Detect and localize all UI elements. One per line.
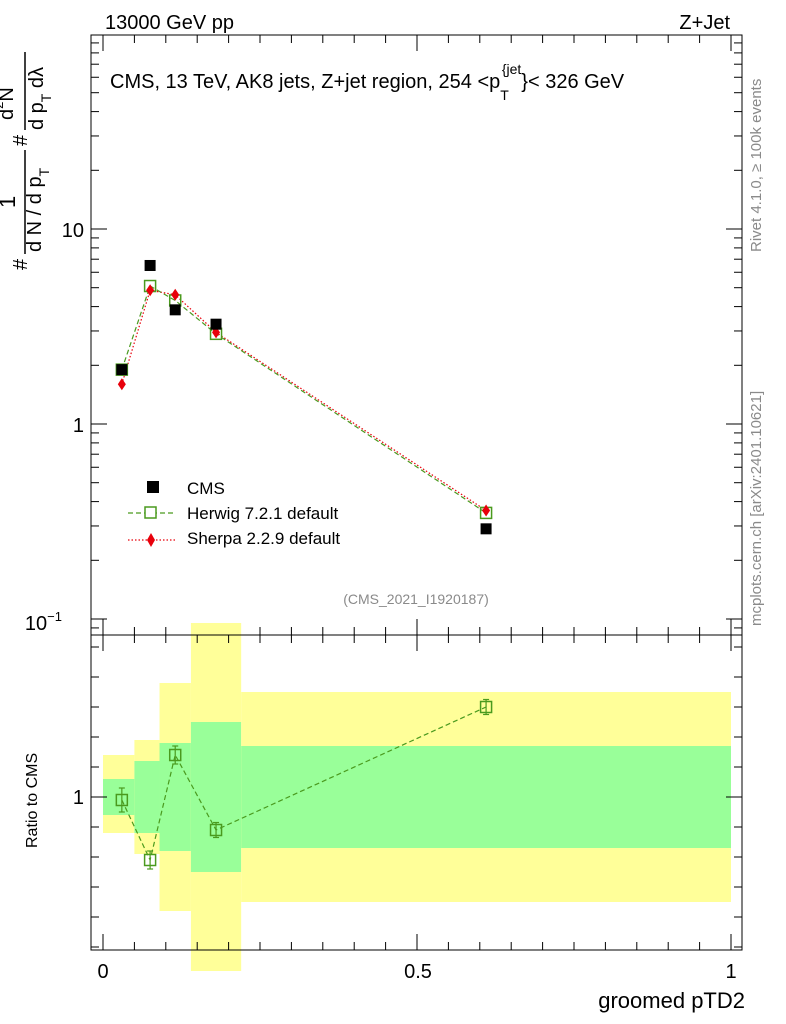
- cms-point: [116, 364, 128, 376]
- main-axis-ticks: [91, 35, 742, 635]
- ylabel-frac2-num: d2N: [0, 87, 18, 120]
- ratio-herwig-point: [168, 748, 182, 762]
- mcplots-label: mcplots.cern.ch [arXiv:2401.10621]: [748, 391, 765, 626]
- ratio-herwig-line: [121, 706, 487, 862]
- ratio-herwig-point: [115, 793, 129, 807]
- main-data-marks: [115, 259, 493, 535]
- ratio-band-inner: [134, 761, 160, 833]
- ylabel-hash-1: #: [10, 258, 32, 270]
- ratio-band-inner: [103, 779, 135, 815]
- ratio-data-marks: [115, 698, 493, 870]
- x-axis-label: groomed pTD2: [598, 988, 745, 1013]
- analysis-id: (CMS_2021_I1920187): [343, 591, 489, 607]
- ratio-band-inner: [190, 722, 242, 872]
- sherpa-point: [171, 288, 180, 301]
- legend-cms-marker: [147, 481, 159, 493]
- legend-herwig-label: Herwig 7.2.1 default: [187, 504, 338, 523]
- herwig-line: [121, 285, 487, 514]
- legend-sherpa-marker: [147, 533, 155, 547]
- ratio-herwig-point: [143, 853, 157, 867]
- rivet-version-label: Rivet 4.1.0, ≥ 100k events: [748, 79, 765, 252]
- header-process: Z+Jet: [679, 12, 730, 34]
- header-energy: 13000 GeV pp: [105, 12, 234, 34]
- ytick-label-1: 1: [73, 415, 84, 437]
- main-title: CMS, 13 TeV, AK8 jets, Z+jet region, 254…: [110, 61, 625, 103]
- ylabel-hash-2: #: [10, 134, 32, 146]
- xtick-label-1: 1: [725, 961, 736, 983]
- ytick-label-0.1: 10−1: [25, 609, 62, 635]
- cms-point: [169, 304, 181, 316]
- ratio-uncertainty-bands: [103, 623, 731, 971]
- ylabel-frac1-num: 1: [0, 196, 20, 208]
- sherpa-point: [482, 504, 491, 517]
- cms-point: [480, 523, 492, 535]
- legend-sherpa-label: Sherpa 2.2.9 default: [187, 529, 340, 548]
- main-y-axis-label: # 1 d N / d pT # d2N d pT dλ: [0, 52, 54, 270]
- ratio-axis-ticks: [91, 635, 742, 950]
- legend-cms-label: CMS: [187, 479, 225, 498]
- sherpa-point: [117, 378, 126, 391]
- ylabel-frac2-den: d pT dλ: [26, 67, 54, 130]
- ratio-herwig-point: [209, 823, 223, 837]
- ratio-band-inner: [241, 746, 731, 848]
- ratio-ytick-label-1: 1: [73, 787, 84, 809]
- ytick-label-10: 10: [62, 220, 84, 242]
- sherpa-line: [121, 289, 487, 512]
- legend: CMS Herwig 7.2.1 default Sherpa 2.2.9 de…: [128, 479, 340, 548]
- legend-herwig-marker: [144, 506, 157, 519]
- cms-point: [210, 318, 222, 330]
- sherpa-point: [146, 284, 155, 297]
- ratio-herwig-point: [479, 700, 493, 714]
- cms-point: [144, 259, 156, 271]
- ratio-y-axis-label: Ratio to CMS: [24, 753, 41, 848]
- xtick-label-0.5: 0.5: [404, 961, 432, 983]
- xtick-label-0: 0: [97, 961, 108, 983]
- ylabel-frac1-den: d N / d pT: [24, 167, 52, 252]
